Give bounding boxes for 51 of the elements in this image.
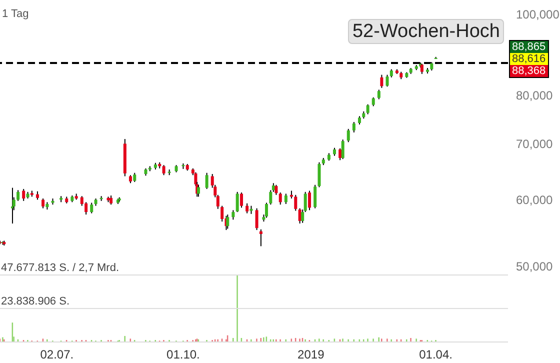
candlestick <box>352 122 356 133</box>
candlestick <box>386 74 389 88</box>
candlestick <box>346 128 350 143</box>
candlestick <box>259 228 262 247</box>
candlestick <box>240 192 244 208</box>
ref-line-label: 52-Wochen-Hoch <box>348 19 504 44</box>
candlestick <box>133 172 136 182</box>
candlestick <box>220 205 224 222</box>
candlestick <box>22 188 26 202</box>
x-tick-label: 02.07. <box>40 348 74 362</box>
x-tick-label: 2019 <box>298 348 325 362</box>
candlestick <box>338 148 342 161</box>
chart-subtitle: 1 Tag <box>2 8 29 20</box>
candlestick <box>366 104 370 115</box>
candlestick <box>110 195 113 206</box>
candlestick <box>269 190 272 206</box>
candlestick <box>226 214 230 230</box>
candlestick <box>255 208 258 231</box>
candlestick <box>314 184 317 209</box>
y-tick-label: 100,000 <box>516 7 560 22</box>
y-tick-label: 60,000 <box>516 192 554 207</box>
y-tick-label: 80,000 <box>516 88 554 102</box>
candlestick <box>380 74 384 88</box>
candlestick <box>264 202 268 218</box>
text: 88,865 <box>510 41 548 53</box>
ref-line-label: 47.677.813 S. / 2,7 Mrd. <box>1 262 120 274</box>
candlestick <box>42 198 45 209</box>
y-tick-label: 50,000 <box>516 259 554 274</box>
y-tick-label: 70,000 <box>516 136 554 151</box>
candlestick <box>232 210 235 220</box>
text: 88,616 <box>510 53 548 65</box>
candlestick <box>16 190 20 202</box>
x-tick-label: 01.04. <box>419 348 453 362</box>
candlestick <box>90 202 94 214</box>
candlestick <box>318 162 321 188</box>
x-tick-label: 01.10. <box>166 348 200 362</box>
candlestick <box>308 190 312 211</box>
text: 88,368 <box>510 65 548 77</box>
candlestick <box>10 187 14 224</box>
candlestick <box>246 202 249 214</box>
ref-line-label: 23.838.906 S. <box>1 296 70 308</box>
candlestick <box>274 184 278 196</box>
candlestick <box>377 89 380 100</box>
candlestick <box>84 202 88 216</box>
candlestick <box>341 139 344 160</box>
candlestick <box>236 191 239 213</box>
candlestick <box>205 172 208 190</box>
candlestick <box>278 192 282 206</box>
candlestick <box>284 193 288 204</box>
candlestick <box>162 164 166 176</box>
candlestick <box>294 194 298 212</box>
